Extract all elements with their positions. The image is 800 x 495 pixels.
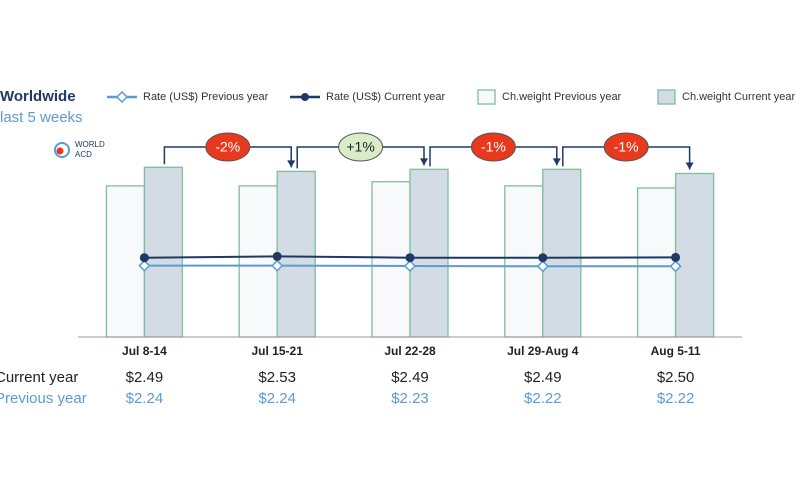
x-tick-label: Jul 15-21 bbox=[252, 344, 304, 358]
change-bubble bbox=[205, 132, 251, 162]
bar bbox=[238, 185, 278, 338]
arrow-head bbox=[552, 158, 561, 166]
bar bbox=[143, 166, 184, 338]
table-row-label: Previous year bbox=[0, 390, 87, 407]
logo-icon bbox=[56, 147, 64, 155]
rate-point bbox=[138, 259, 151, 272]
legend-swatch bbox=[477, 89, 496, 105]
legend-marker bbox=[115, 90, 129, 104]
change-bubble bbox=[338, 132, 384, 162]
rate-point bbox=[669, 260, 682, 273]
rate-point bbox=[536, 260, 549, 273]
logo-text: WORLD bbox=[75, 140, 105, 149]
bar bbox=[674, 172, 715, 338]
x-tick-label: Aug 5-11 bbox=[651, 344, 701, 358]
change-bubble bbox=[603, 132, 649, 162]
table-value: $2.24 bbox=[258, 390, 296, 407]
change-bubble bbox=[470, 132, 516, 162]
x-tick-label: Jul 22-28 bbox=[384, 344, 436, 358]
bar bbox=[636, 187, 677, 338]
change-label: +1% bbox=[346, 139, 374, 155]
rate-point bbox=[271, 259, 284, 272]
table-value: $2.49 bbox=[391, 369, 429, 386]
logo-icon bbox=[54, 142, 70, 158]
bar bbox=[409, 168, 449, 338]
change-label: -1% bbox=[481, 139, 506, 155]
rate-point bbox=[403, 259, 417, 273]
rate-point bbox=[671, 252, 681, 262]
table-value: $2.22 bbox=[524, 390, 562, 407]
change-label: -2% bbox=[215, 139, 240, 155]
table-value: $2.49 bbox=[524, 369, 562, 386]
chart-title: Worldwide bbox=[0, 88, 76, 105]
bar bbox=[371, 181, 411, 338]
x-tick-label: Jul 29-Aug 4 bbox=[507, 344, 579, 358]
logo-text: ACD bbox=[75, 150, 92, 159]
table-value: $2.50 bbox=[657, 369, 695, 386]
table-value: $2.49 bbox=[126, 369, 164, 386]
change-label: -1% bbox=[614, 139, 639, 155]
rate-point bbox=[405, 253, 415, 263]
legend-label: Ch.weight Current year bbox=[682, 91, 795, 103]
bar bbox=[105, 185, 146, 338]
x-tick-label: Jul 8-14 bbox=[122, 344, 167, 358]
table-row-label: Current year bbox=[0, 369, 78, 386]
logo: WORLD ACD bbox=[54, 140, 105, 159]
rate-point bbox=[272, 251, 282, 261]
arrow-head bbox=[685, 162, 694, 170]
bar bbox=[276, 170, 316, 338]
rate-point bbox=[139, 253, 149, 263]
table-value: $2.22 bbox=[657, 390, 695, 407]
legend-marker bbox=[301, 93, 309, 101]
arrow-head bbox=[287, 160, 296, 168]
bar bbox=[542, 168, 582, 338]
table-value: $2.53 bbox=[258, 369, 296, 386]
rate-point bbox=[538, 253, 548, 263]
legend-label: Rate (US$) Current year bbox=[326, 91, 446, 103]
arrow-head bbox=[420, 158, 428, 166]
table-value: $2.23 bbox=[391, 390, 429, 407]
table-value: $2.24 bbox=[126, 390, 164, 407]
chart-subtitle: last 5 weeks bbox=[0, 109, 83, 126]
legend-label: Rate (US$) Previous year bbox=[143, 91, 269, 103]
legend-swatch bbox=[657, 89, 676, 105]
legend-label: Ch.weight Previous year bbox=[502, 91, 622, 103]
bar bbox=[504, 185, 544, 338]
